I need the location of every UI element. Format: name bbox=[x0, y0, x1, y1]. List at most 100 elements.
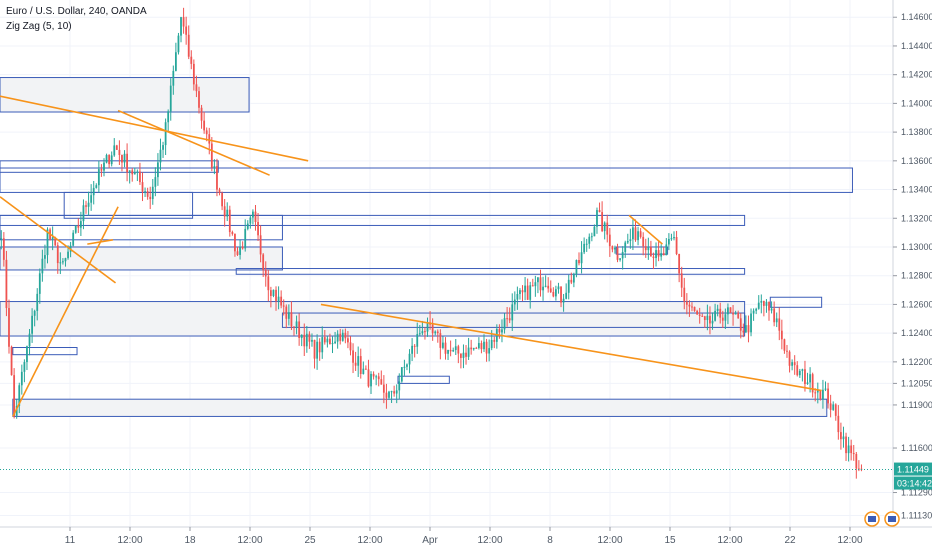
candle-body bbox=[162, 145, 164, 150]
candle-body bbox=[44, 255, 46, 259]
price-tick-label: 1.12600 bbox=[901, 299, 932, 309]
time-tick-label: 12:00 bbox=[597, 535, 622, 546]
candle-body bbox=[554, 289, 557, 297]
candle-body bbox=[144, 191, 146, 193]
candle-body bbox=[798, 370, 801, 376]
candle-body bbox=[442, 342, 444, 348]
time-tick-label: 12:00 bbox=[477, 535, 502, 546]
candle-body bbox=[308, 333, 311, 342]
candle-body bbox=[773, 308, 776, 323]
candle-body bbox=[501, 329, 503, 333]
candle-body bbox=[341, 332, 344, 341]
candle-body bbox=[742, 330, 745, 333]
candle-body bbox=[277, 296, 280, 301]
candle-body bbox=[698, 314, 701, 316]
candle-body bbox=[388, 391, 390, 398]
candle-body bbox=[82, 205, 85, 222]
candle-body bbox=[703, 316, 706, 321]
candle-body bbox=[660, 253, 663, 257]
candle-body bbox=[770, 308, 773, 311]
candle-body bbox=[272, 289, 275, 296]
candle-body bbox=[287, 312, 290, 319]
candle-body bbox=[498, 328, 501, 333]
zone-rect bbox=[0, 301, 746, 337]
candle-body bbox=[511, 304, 514, 321]
candle-body bbox=[177, 35, 180, 53]
candle-body bbox=[275, 289, 277, 301]
candle-body bbox=[850, 445, 853, 454]
candle-body bbox=[688, 304, 691, 307]
candle-body bbox=[169, 85, 172, 112]
candle-body bbox=[115, 145, 118, 150]
candle-body bbox=[313, 339, 316, 359]
candle-body bbox=[467, 347, 470, 357]
zone-rect bbox=[0, 167, 853, 193]
candle-body bbox=[624, 242, 627, 252]
candle-body bbox=[64, 258, 67, 262]
candle-body bbox=[783, 339, 786, 351]
candle-body bbox=[570, 279, 573, 283]
candle-body bbox=[578, 260, 580, 264]
candle-body bbox=[133, 172, 136, 175]
candle-body bbox=[31, 315, 33, 334]
candle-body bbox=[244, 228, 247, 249]
candle-body bbox=[126, 153, 128, 173]
candle-body bbox=[727, 307, 729, 315]
candle-body bbox=[691, 306, 693, 308]
candle-body bbox=[526, 285, 529, 300]
candle-body bbox=[282, 305, 285, 307]
candle-body bbox=[226, 209, 229, 217]
candle-body bbox=[33, 310, 36, 316]
candle-body bbox=[452, 350, 455, 352]
candle-body bbox=[400, 367, 403, 382]
candle-body bbox=[701, 315, 704, 317]
candle-body bbox=[444, 342, 447, 354]
candle-body bbox=[213, 166, 216, 168]
candle-body bbox=[804, 369, 806, 385]
candle-body bbox=[259, 235, 262, 255]
candle-body bbox=[652, 256, 655, 259]
candle-body bbox=[95, 185, 98, 188]
countdown-tag bbox=[894, 476, 932, 490]
candle-body bbox=[855, 454, 858, 469]
candle-body bbox=[827, 388, 829, 404]
candle-body bbox=[267, 276, 270, 291]
zone-rect bbox=[281, 312, 746, 328]
candle-body bbox=[334, 341, 336, 344]
candle-body bbox=[172, 70, 175, 86]
candle-body bbox=[285, 306, 288, 319]
candle-body bbox=[146, 191, 149, 197]
candle-body bbox=[542, 286, 544, 291]
candle-body bbox=[198, 91, 200, 108]
candle-body bbox=[519, 290, 521, 295]
candle-body bbox=[721, 317, 724, 321]
candle-body bbox=[159, 149, 162, 163]
candle-body bbox=[567, 279, 570, 293]
candle-body bbox=[108, 155, 111, 165]
candle-body bbox=[56, 245, 59, 264]
candle-body bbox=[560, 286, 562, 303]
candle-body bbox=[264, 269, 267, 277]
candle-body bbox=[529, 285, 532, 300]
candle-body bbox=[837, 415, 840, 433]
candle-body bbox=[182, 17, 185, 27]
candle-body bbox=[254, 211, 257, 223]
candle-body bbox=[732, 312, 734, 315]
candle-body bbox=[385, 392, 388, 398]
price-tick-label: 1.12800 bbox=[901, 271, 932, 281]
candle-body bbox=[655, 250, 657, 259]
symbol-title: Euro / U.S. Dollar, 240, OANDA bbox=[6, 6, 147, 17]
zigzag-line bbox=[87, 239, 114, 245]
candle-body bbox=[786, 350, 788, 352]
zigzag-line bbox=[320, 303, 822, 392]
candle-body bbox=[642, 236, 645, 247]
price-tick-label: 1.11900 bbox=[901, 400, 932, 410]
candle-body bbox=[431, 324, 434, 334]
price-tick-label: 1.13000 bbox=[901, 242, 932, 252]
candle-body bbox=[364, 368, 367, 370]
candle-body bbox=[100, 169, 103, 171]
candle-body bbox=[15, 405, 18, 416]
candle-body bbox=[524, 285, 526, 293]
